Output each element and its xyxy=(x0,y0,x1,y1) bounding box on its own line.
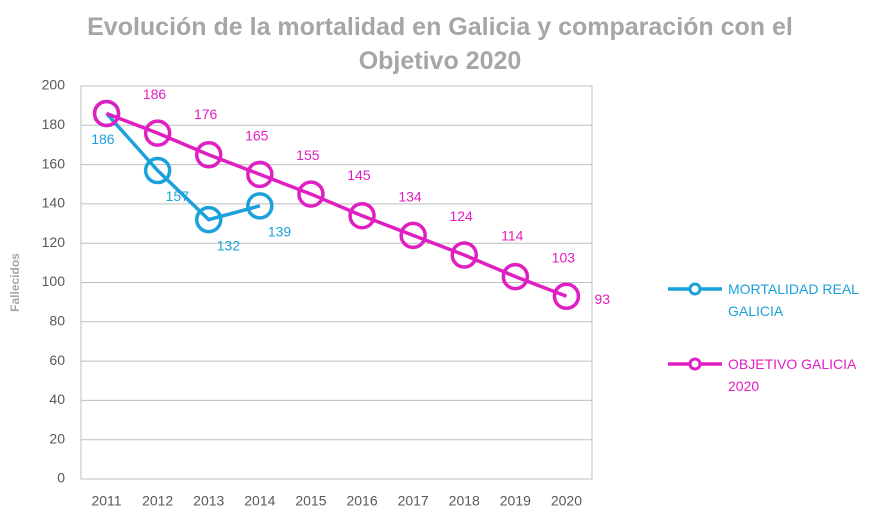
data-label: 176 xyxy=(194,106,218,122)
point-marker xyxy=(297,180,325,208)
data-label: 103 xyxy=(552,249,576,265)
data-label: 155 xyxy=(296,147,320,163)
x-tick-label: 2016 xyxy=(346,493,377,509)
y-tick-label: 140 xyxy=(42,195,66,211)
series-line xyxy=(105,111,568,298)
y-tick-label: 40 xyxy=(49,391,65,407)
x-tick-label: 2019 xyxy=(500,493,531,509)
data-label: 134 xyxy=(398,188,422,204)
x-tick-label: 2012 xyxy=(142,493,173,509)
data-label: 132 xyxy=(217,237,241,253)
point-marker xyxy=(143,156,172,185)
point-marker xyxy=(399,221,427,250)
data-label: 186 xyxy=(143,86,167,102)
y-tick-label: 200 xyxy=(42,77,66,93)
point-marker xyxy=(501,262,530,291)
point-marker xyxy=(195,205,223,234)
data-label: 165 xyxy=(245,127,269,143)
data-label: 114 xyxy=(501,228,524,244)
point-marker xyxy=(348,201,376,230)
y-tick-label: 20 xyxy=(49,430,65,446)
legend-marker xyxy=(688,282,702,296)
data-label: 145 xyxy=(347,167,371,183)
y-tick-label: 180 xyxy=(42,116,66,132)
legend-label: MORTALIDAD REAL GALICIA xyxy=(728,281,859,319)
y-tick-label: 0 xyxy=(57,470,65,486)
y-tick-label: 160 xyxy=(42,155,66,171)
point-marker xyxy=(143,119,172,147)
data-label: 124 xyxy=(449,208,473,224)
data-label: 93 xyxy=(594,291,610,307)
point-marker xyxy=(92,99,121,128)
point-marker xyxy=(246,192,274,220)
x-tick-label: 2015 xyxy=(295,493,326,509)
data-label: 157 xyxy=(166,188,190,204)
point-marker xyxy=(195,141,223,169)
y-axis-label: Fallecidos xyxy=(8,253,22,312)
data-label: 139 xyxy=(268,224,292,240)
legend-label: OBJETIVO GALICIA 2020 xyxy=(728,356,856,394)
x-tick-label: 2013 xyxy=(193,493,224,509)
y-tick-label: 80 xyxy=(49,313,65,329)
y-tick-label: 100 xyxy=(42,273,66,289)
point-marker xyxy=(450,241,478,269)
x-tick-label: 2018 xyxy=(449,493,480,509)
point-marker xyxy=(552,282,581,311)
chart-title: Evolución de la mortalidad en Galicia y … xyxy=(87,13,793,75)
x-tick-label: 2011 xyxy=(91,493,121,509)
data-label: 186 xyxy=(91,131,115,147)
point-marker xyxy=(246,160,274,189)
legend-marker xyxy=(688,357,702,371)
y-tick-label: 60 xyxy=(49,352,65,368)
x-tick-label: 2020 xyxy=(551,493,582,509)
x-tick-label: 2017 xyxy=(398,493,429,509)
series-line xyxy=(105,112,261,222)
x-tick-label: 2014 xyxy=(244,493,275,509)
y-tick-label: 120 xyxy=(42,234,66,250)
